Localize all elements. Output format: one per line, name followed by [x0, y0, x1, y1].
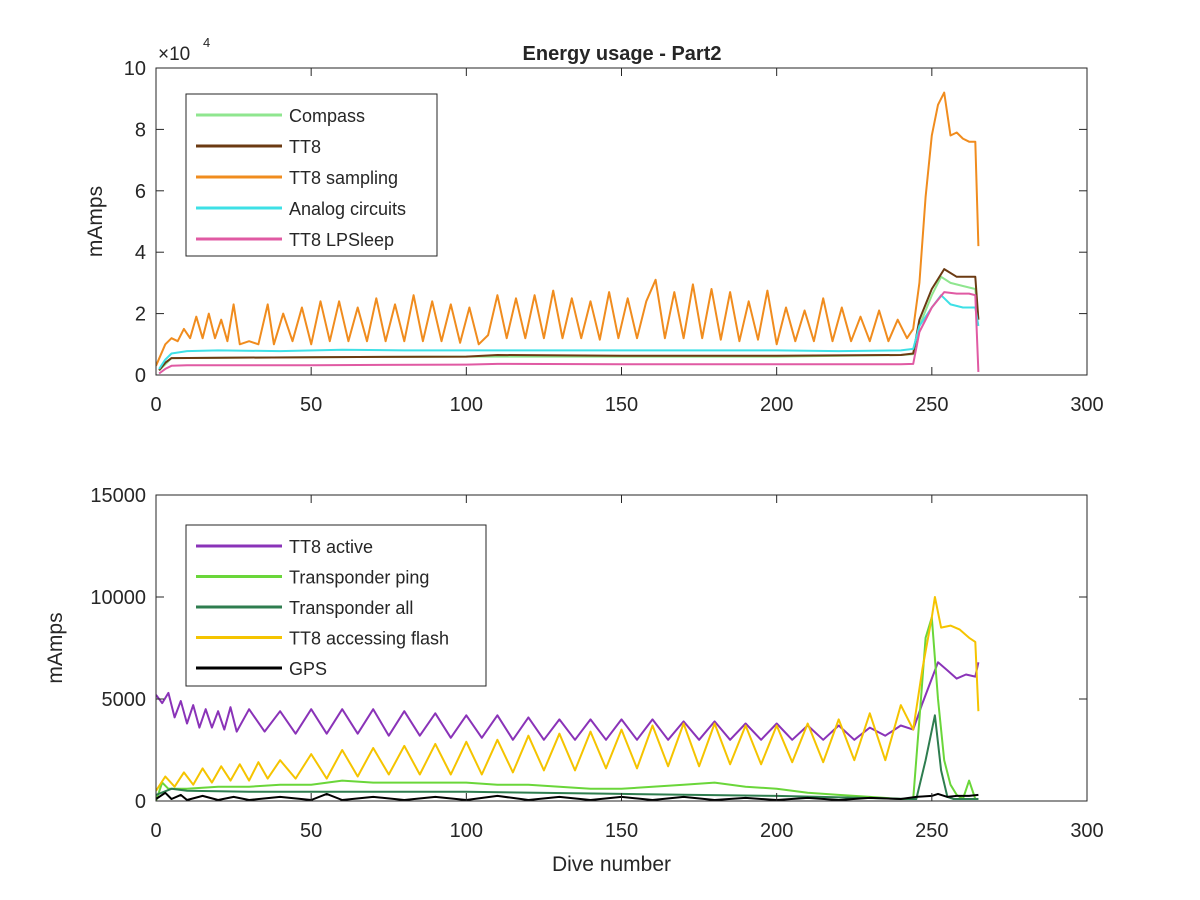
- legend-label: Transponder all: [289, 598, 413, 618]
- legend: TT8 active Transponder ping Transponder al…: [185, 524, 487, 687]
- legend-label: TT8 active: [289, 537, 373, 557]
- top-chart-axes: 0 50 100 150 200 250 300 0 2 4 6 8 10 mAmps Compass TT8…: [84, 58, 1104, 416]
- series-line-tt8-accessing-flash: [156, 596, 980, 792]
- legend-box: [185, 93, 438, 257]
- series-group: [156, 596, 980, 801]
- series-line-analog-circuits: [158, 294, 980, 370]
- x-tick-label: 250: [915, 820, 948, 842]
- x-tick-label: 150: [605, 820, 638, 842]
- x-axis-label: Dive number: [552, 853, 671, 876]
- legend-label: TT8: [289, 137, 321, 157]
- y-exponent-power: 4: [203, 35, 210, 50]
- series-line-gps: [156, 791, 979, 801]
- x-tick-label: 150: [605, 394, 638, 416]
- x-tick-label: 300: [1070, 820, 1103, 842]
- legend-label: Transponder ping: [289, 568, 429, 588]
- y-tick-label: 8: [135, 119, 146, 141]
- x-tick-label: 100: [450, 394, 483, 416]
- x-tick-label: 0: [150, 394, 161, 416]
- y-axis-label: mAmps: [44, 612, 67, 683]
- series-group: [156, 91, 980, 375]
- x-tick-label: 50: [300, 394, 322, 416]
- legend-label: TT8 sampling: [289, 168, 398, 188]
- legend-label: Compass: [289, 106, 365, 126]
- series-line-tt8: [158, 268, 980, 372]
- y-tick-label: 4: [135, 242, 146, 264]
- x-tick-label: 300: [1070, 394, 1103, 416]
- series-line-transponder-ping: [156, 616, 979, 801]
- x-tick-label: 200: [760, 820, 793, 842]
- x-tick-label: 200: [760, 394, 793, 416]
- y-tick-label: 0: [135, 365, 146, 387]
- y-axis-label: mAmps: [84, 186, 107, 257]
- legend-label: TT8 accessing flash: [289, 629, 449, 649]
- y-tick-label: 15000: [90, 485, 146, 507]
- y-axis-exponent: ×10 4: [158, 35, 210, 65]
- series-line-tt8-sampling: [156, 91, 980, 367]
- y-tick-label: 0: [135, 791, 146, 813]
- x-tick-label: 0: [150, 820, 161, 842]
- series-line-tt8-lpsleep: [158, 291, 980, 375]
- legend: Compass TT8 TT8 sampling Analog circuits TT8…: [185, 93, 438, 257]
- y-tick-label: 5000: [102, 689, 147, 711]
- y-tick-label: 2: [135, 304, 146, 326]
- legend-label: Analog circuits: [289, 199, 406, 219]
- y-tick-label: 10000: [90, 587, 146, 609]
- x-tick-label: 100: [450, 820, 483, 842]
- chart-title: Energy usage - Part2: [523, 43, 722, 65]
- legend-label: GPS: [289, 659, 327, 679]
- bottom-chart-axes: 0 50 100 150 200 250 300 0 5000 10000 15000 mAmps Di…: [44, 485, 1104, 876]
- y-tick-label: 6: [135, 181, 146, 203]
- legend-label: TT8 LPSleep: [289, 230, 394, 250]
- y-tick-label: 10: [124, 58, 146, 80]
- series-line-tt8-active: [156, 661, 980, 741]
- y-exponent-base: ×10: [158, 44, 190, 65]
- x-tick-label: 250: [915, 394, 948, 416]
- x-tick-label: 50: [300, 820, 322, 842]
